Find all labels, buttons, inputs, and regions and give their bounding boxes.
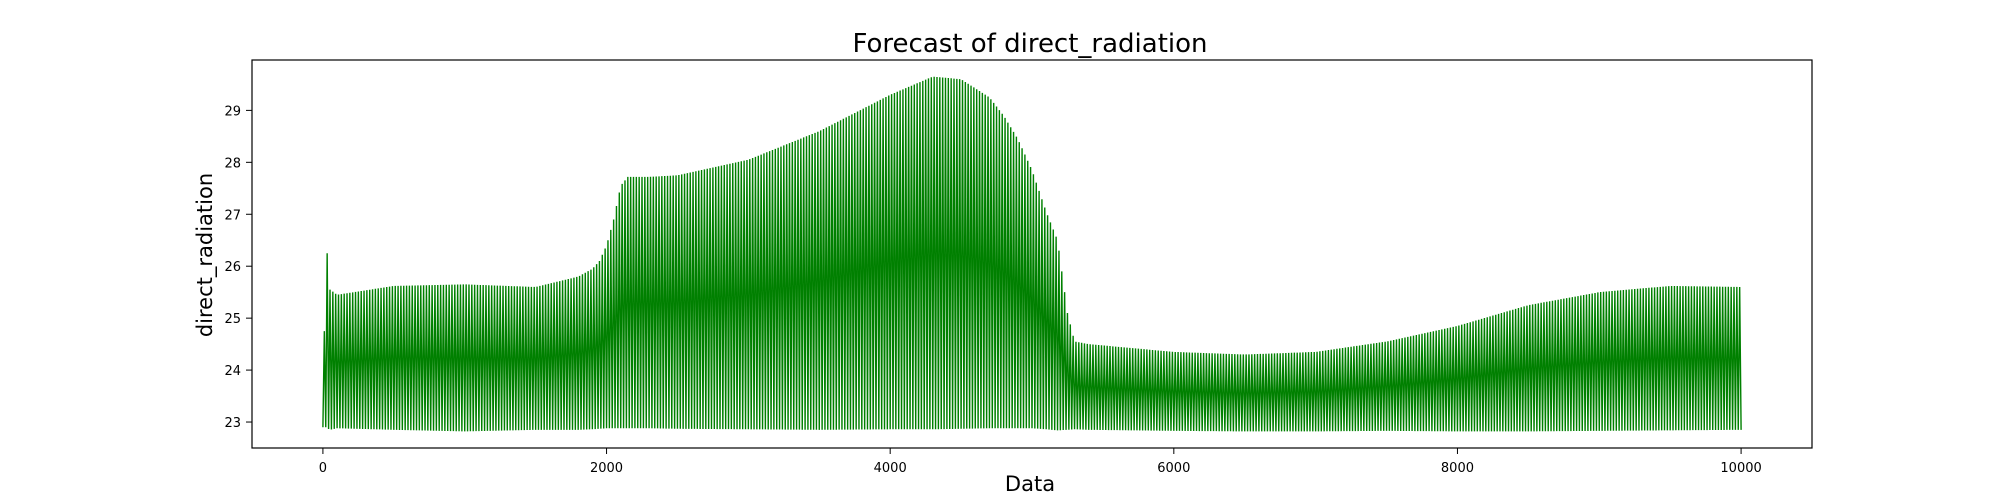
x-tick-label: 6000 [1157, 461, 1190, 476]
y-tick-label: 24 [224, 364, 241, 379]
series-line [322, 76, 1742, 432]
y-tick-label: 25 [224, 312, 241, 327]
x-tick-label: 2000 [590, 461, 623, 476]
y-tick-label: 29 [224, 104, 241, 119]
y-tick-label: 26 [224, 260, 241, 275]
y-tick-label: 23 [224, 416, 241, 431]
plot-frame [251, 59, 1813, 449]
y-axis-label: direct_radiation [193, 173, 218, 337]
x-tick-label: 8000 [1441, 461, 1474, 476]
x-tick-label: 10000 [1720, 461, 1761, 476]
plot-area: 0 2000 4000 6000 8000 10000 23 24 25 26 27 28 29 [224, 59, 1813, 476]
y-tick-label: 27 [224, 208, 241, 223]
x-tick-label: 0 [319, 461, 327, 476]
chart-title: Forecast of direct_radiation [852, 29, 1207, 59]
x-tick-label: 4000 [874, 461, 907, 476]
y-tick-label: 28 [224, 156, 241, 171]
x-axis-label: Data [1005, 472, 1055, 496]
